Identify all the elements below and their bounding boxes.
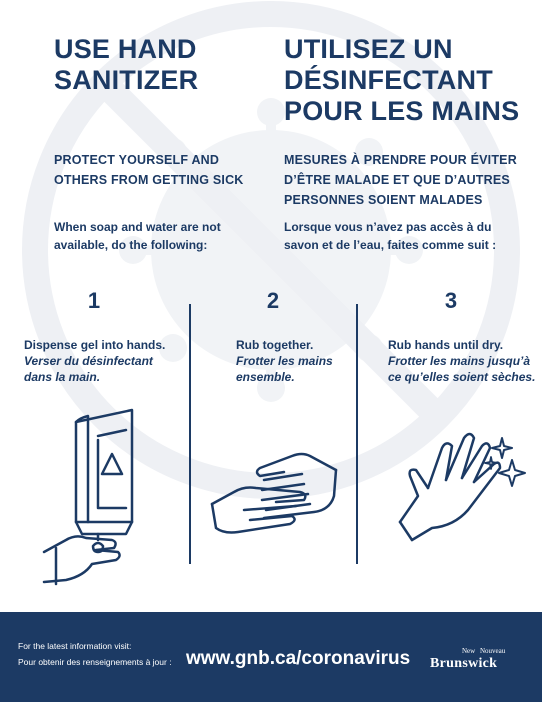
english-title-line: USE HAND	[54, 34, 197, 64]
step-1-english: Dispense gel into hands.	[24, 338, 166, 352]
step-1-french-line: Verser du désinfectant	[24, 354, 153, 368]
french-title-line: UTILISEZ UN	[284, 34, 453, 64]
footer-bar: For the latest information visit: Pour o…	[0, 612, 542, 702]
french-subheading-line: PERSONNES SOIENT MALADES	[284, 193, 483, 207]
step-3-french-line: ce qu’elles soient sèches.	[388, 370, 536, 384]
english-title: USE HAND SANITIZER	[54, 34, 198, 96]
french-intro-line: Lorsque vous n’avez pas accès à du	[284, 220, 492, 234]
step-3-english: Rub hands until dry.	[388, 338, 504, 352]
french-intro-line: savon et de l’eau, faites comme suit :	[284, 238, 497, 252]
english-subheading-line: PROTECT YOURSELF AND	[54, 153, 220, 167]
step-2-english: Rub together.	[236, 338, 314, 352]
french-subheading-line: MESURES À PRENDRE POUR ÉVITER	[284, 153, 517, 167]
dry-hand-sparkle-icon	[398, 432, 526, 542]
step-1-number: 1	[87, 288, 101, 313]
logo-nouveau-text: Nouveau	[480, 647, 506, 655]
english-title-line: SANITIZER	[54, 65, 199, 95]
english-intro: When soap and water are not available, d…	[54, 218, 221, 254]
english-subheading: PROTECT YOURSELF AND OTHERS FROM GETTING…	[54, 150, 244, 190]
column-divider	[189, 304, 191, 564]
step-2-french-line: ensemble.	[236, 370, 295, 384]
no-virus-watermark-icon	[22, 1, 520, 499]
step-3-french-line: Frotter les mains jusqu’à	[388, 354, 531, 368]
step-2-text: Rub together. Frotter les mains ensemble…	[236, 337, 354, 385]
french-subheading: MESURES À PRENDRE POUR ÉVITER D’ÊTRE MAL…	[284, 150, 517, 210]
english-intro-line: When soap and water are not	[54, 220, 221, 234]
logo-brunswick-text: Brunswick	[430, 656, 498, 671]
step-1-text: Dispense gel into hands. Verser du désin…	[24, 337, 186, 385]
column-divider	[356, 304, 358, 564]
sanitizer-dispenser-icon	[42, 408, 134, 586]
french-title-line: DÉSINFECTANT	[284, 65, 493, 95]
english-intro-line: available, do the following:	[54, 238, 208, 252]
french-subheading-line: D’ÊTRE MALADE ET QUE D’AUTRES	[284, 173, 510, 187]
english-subheading-line: OTHERS FROM GETTING SICK	[54, 173, 244, 187]
step-1-french-line: dans la main.	[24, 370, 101, 384]
step-2-number: 2	[266, 288, 280, 313]
step-3-text: Rub hands until dry. Frotter les mains j…	[388, 337, 540, 385]
french-title: UTILISEZ UN DÉSINFECTANT POUR LES MAINS	[284, 34, 519, 127]
logo-new-text: New	[462, 647, 476, 655]
french-title-line: POUR LES MAINS	[284, 96, 520, 126]
footer-info-english: For the latest information visit:	[18, 641, 132, 651]
footer-info-french: Pour obtenir des renseignements à jour :	[18, 657, 172, 667]
french-intro: Lorsque vous n’avez pas accès à du savon…	[284, 218, 496, 254]
step-2-french-line: Frotter les mains	[236, 354, 333, 368]
footer-url-link[interactable]: www.gnb.ca/coronavirus	[186, 648, 411, 669]
step-3-number: 3	[444, 288, 458, 313]
rubbing-hands-icon	[210, 452, 338, 534]
